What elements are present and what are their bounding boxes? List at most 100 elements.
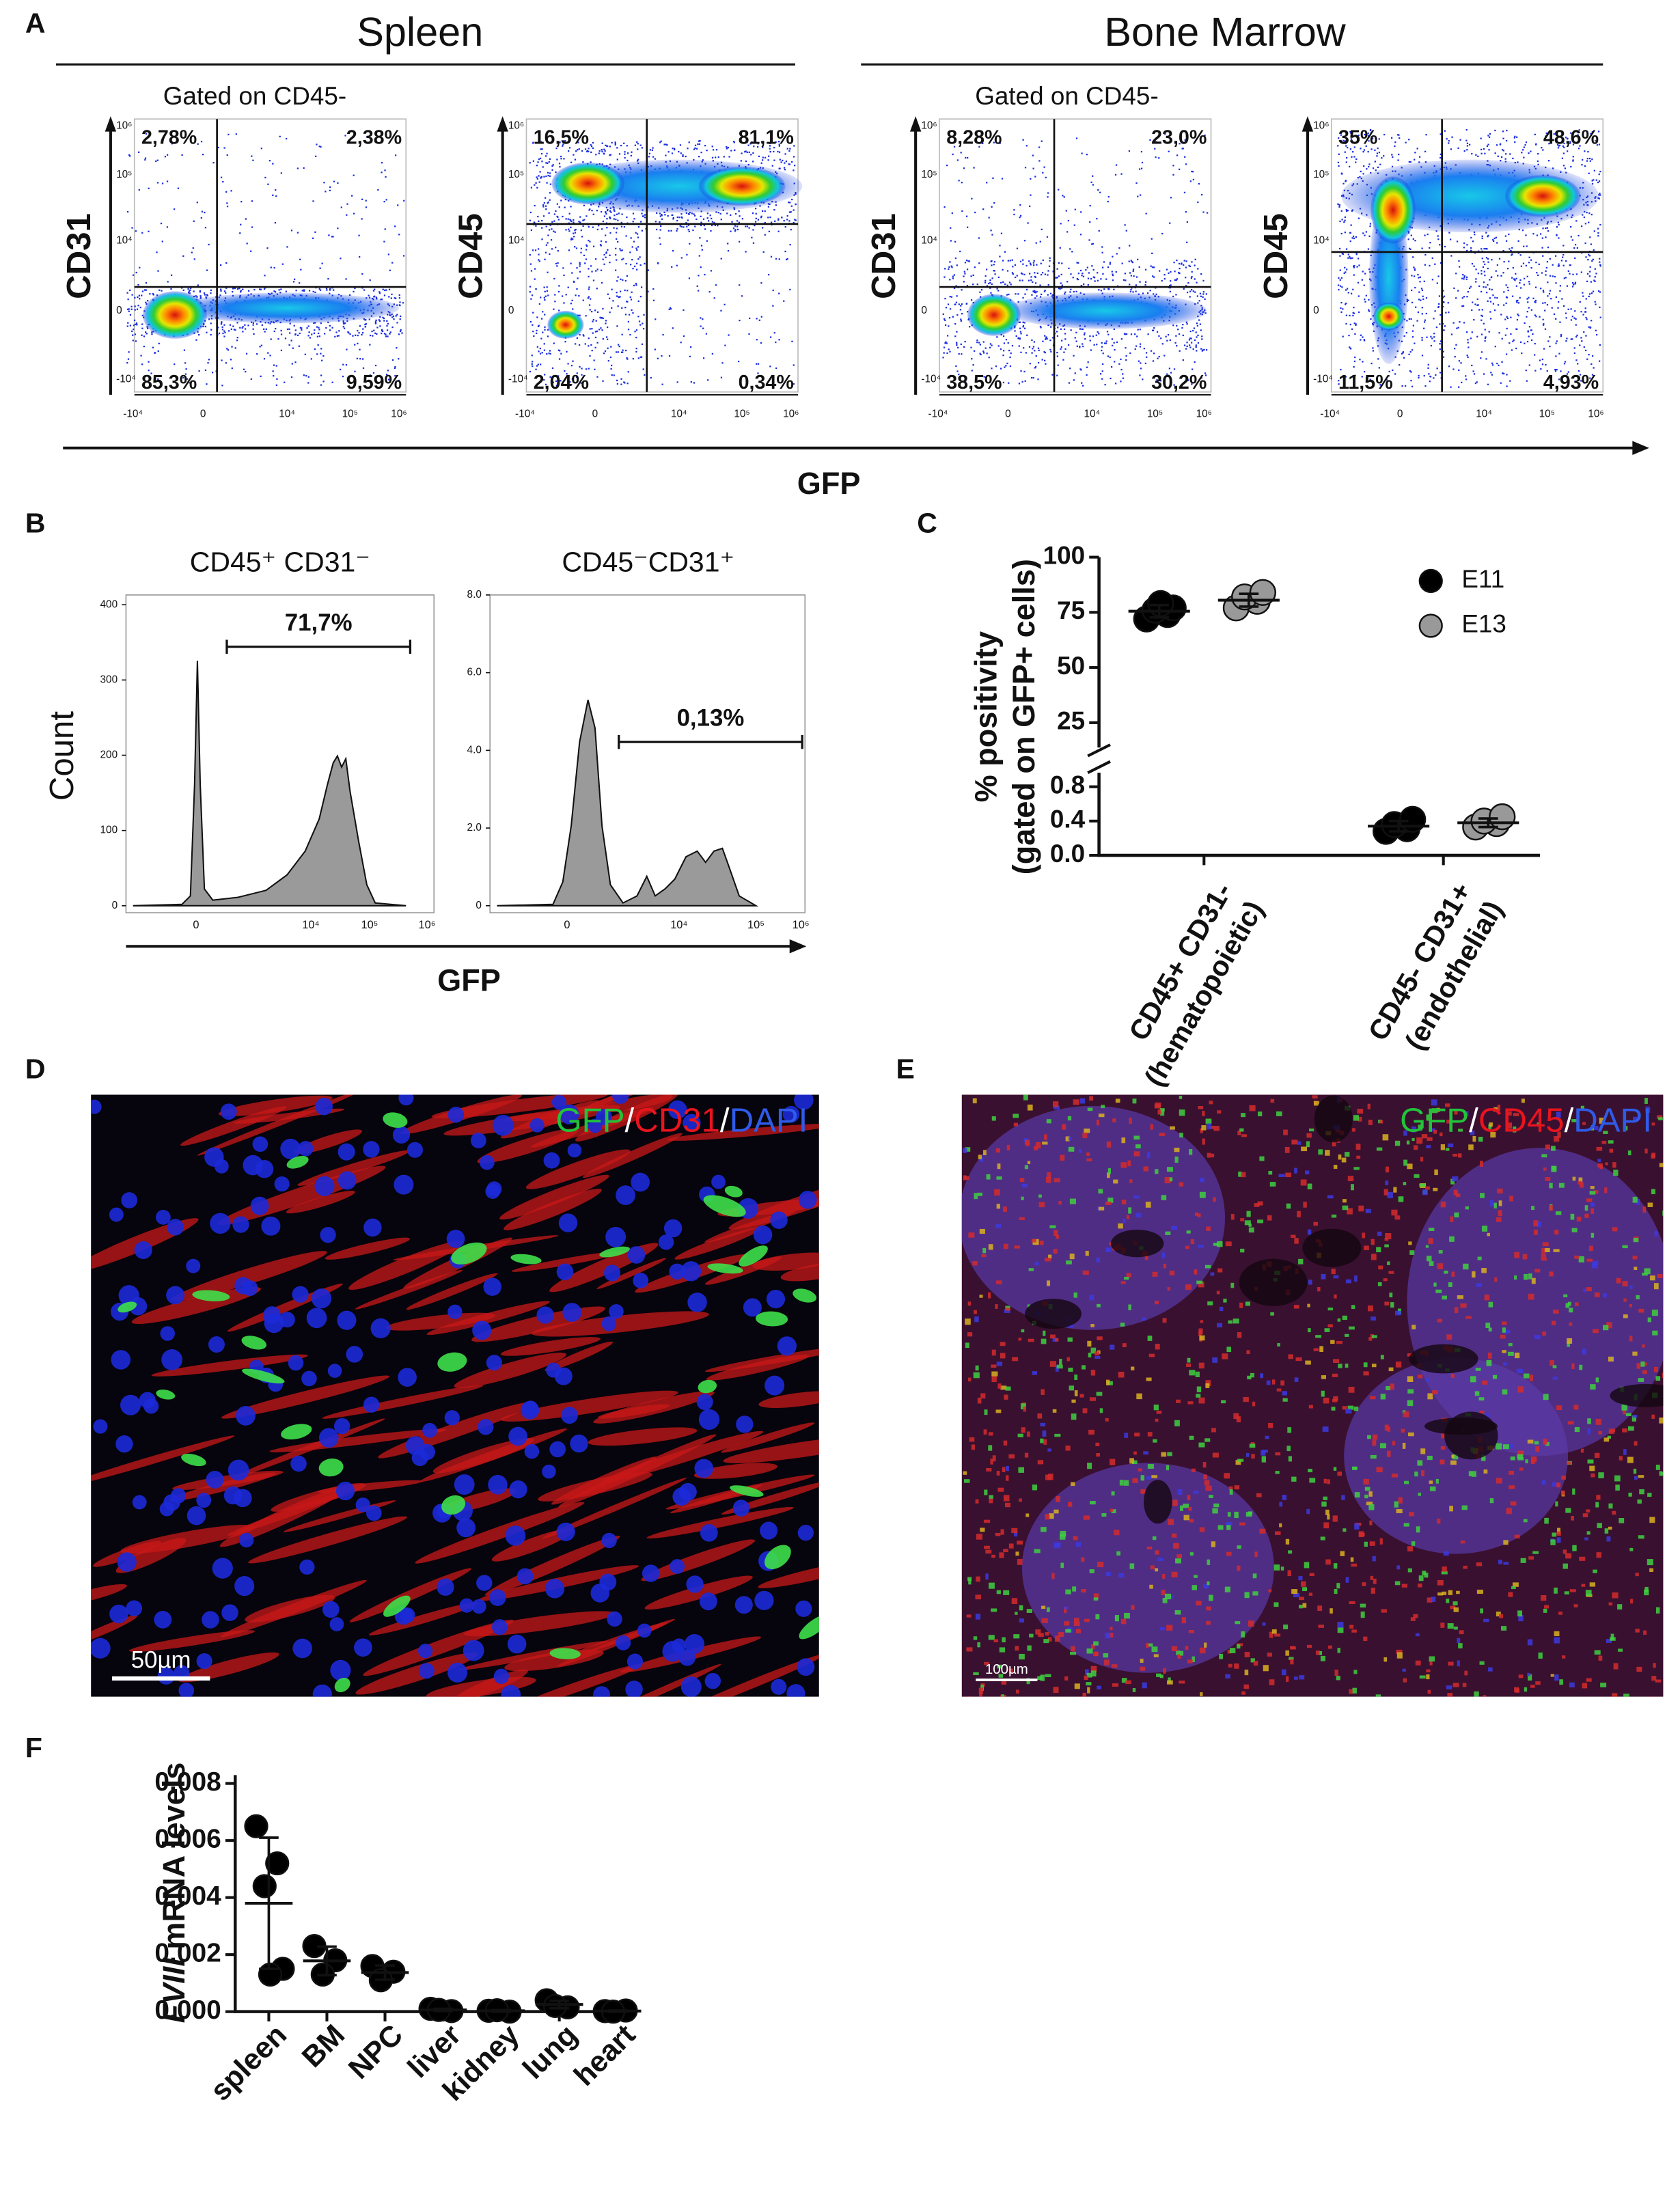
event-dot <box>982 341 984 343</box>
event-dot <box>351 195 353 197</box>
event-dot <box>549 224 551 226</box>
y-tick-label: 10⁴ <box>1313 235 1330 247</box>
event-dot <box>1130 275 1132 277</box>
event-dot <box>562 143 564 146</box>
event-dot <box>1196 295 1198 297</box>
event-dot <box>542 206 545 208</box>
event-dot <box>548 212 550 215</box>
event-dot <box>999 245 1001 247</box>
event-dot <box>702 318 704 320</box>
event-dot <box>944 324 947 327</box>
event-dot <box>670 307 672 310</box>
event-dot <box>1094 280 1096 282</box>
event-dot <box>580 382 582 384</box>
event-dot <box>602 220 605 223</box>
event-dot <box>1150 350 1153 352</box>
event-dot <box>1345 156 1348 159</box>
event-dot <box>1351 328 1353 330</box>
event-dot <box>1056 335 1059 337</box>
event-dot <box>1532 297 1534 299</box>
event-dot <box>1496 296 1498 299</box>
event-dot <box>1041 293 1043 296</box>
event-dot <box>1589 160 1592 162</box>
event-dot <box>693 213 695 215</box>
event-dot <box>1453 287 1455 290</box>
event-dot <box>1582 292 1584 294</box>
event-dot <box>1059 288 1061 290</box>
event-dot <box>381 162 383 164</box>
event-dot <box>322 355 325 357</box>
event-dot <box>1458 360 1461 362</box>
event-dot <box>1593 179 1595 181</box>
event-dot <box>724 303 726 306</box>
event-dot <box>1086 266 1088 268</box>
event-dot <box>1343 272 1345 275</box>
event-dot <box>161 290 163 292</box>
event-dot <box>1082 273 1084 275</box>
event-dot <box>596 311 599 314</box>
event-dot <box>1574 257 1576 260</box>
event-dot <box>301 329 303 331</box>
event-dot <box>1187 281 1189 284</box>
event-dot <box>968 260 971 262</box>
event-dot <box>320 374 322 376</box>
event-dot <box>1058 262 1060 264</box>
event-dot <box>228 133 230 136</box>
event-dot <box>752 212 754 215</box>
event-dot <box>193 290 195 292</box>
event-dot <box>1075 290 1077 292</box>
event-dot <box>1404 385 1407 387</box>
event-dot <box>273 330 275 333</box>
event-dot <box>1442 305 1444 308</box>
event-dot <box>389 331 391 333</box>
event-dot <box>783 300 785 302</box>
event-dot <box>620 351 623 353</box>
event-dot <box>1338 204 1340 206</box>
event-dot <box>1022 326 1024 328</box>
event-dot <box>1196 324 1198 327</box>
event-dot <box>292 347 294 349</box>
event-dot <box>1555 282 1557 284</box>
event-dot <box>1465 128 1468 131</box>
event-dot <box>632 221 634 223</box>
event-dot <box>398 333 400 335</box>
event-dot <box>529 211 532 214</box>
event-dot <box>546 286 548 288</box>
event-dot <box>1017 293 1019 295</box>
event-dot <box>1092 268 1094 271</box>
event-dot <box>204 227 207 229</box>
event-dot <box>1553 313 1556 315</box>
event-dot <box>1511 247 1513 249</box>
event-dot <box>1423 280 1425 283</box>
event-dot <box>269 322 271 324</box>
event-dot <box>1579 301 1581 303</box>
event-dot <box>150 385 152 387</box>
event-dot <box>546 182 548 184</box>
event-dot <box>322 381 325 383</box>
y-tick-label: 10⁶ <box>921 120 937 132</box>
event-dot <box>1139 329 1141 331</box>
event-dot <box>1133 275 1135 277</box>
event-dot <box>588 239 590 242</box>
y-tick-label: 8.0 <box>467 589 482 600</box>
event-dot <box>1379 163 1381 165</box>
event-dot <box>791 161 793 163</box>
event-dot <box>1450 148 1452 150</box>
event-dot <box>1493 240 1495 243</box>
event-dot <box>1103 288 1105 290</box>
event-dot <box>385 199 387 201</box>
event-dot <box>391 316 394 318</box>
event-dot <box>1512 266 1515 269</box>
event-dot <box>1530 329 1532 331</box>
event-dot <box>590 151 592 153</box>
event-dot <box>588 286 590 288</box>
event-dot <box>627 329 630 331</box>
event-dot <box>1131 260 1133 263</box>
event-dot <box>1166 340 1168 342</box>
event-dot <box>1481 314 1483 317</box>
event-dot <box>1049 292 1052 294</box>
event-dot <box>605 322 607 324</box>
event-dot <box>320 353 322 355</box>
event-dot <box>1081 152 1083 154</box>
event-dot <box>1573 247 1575 249</box>
